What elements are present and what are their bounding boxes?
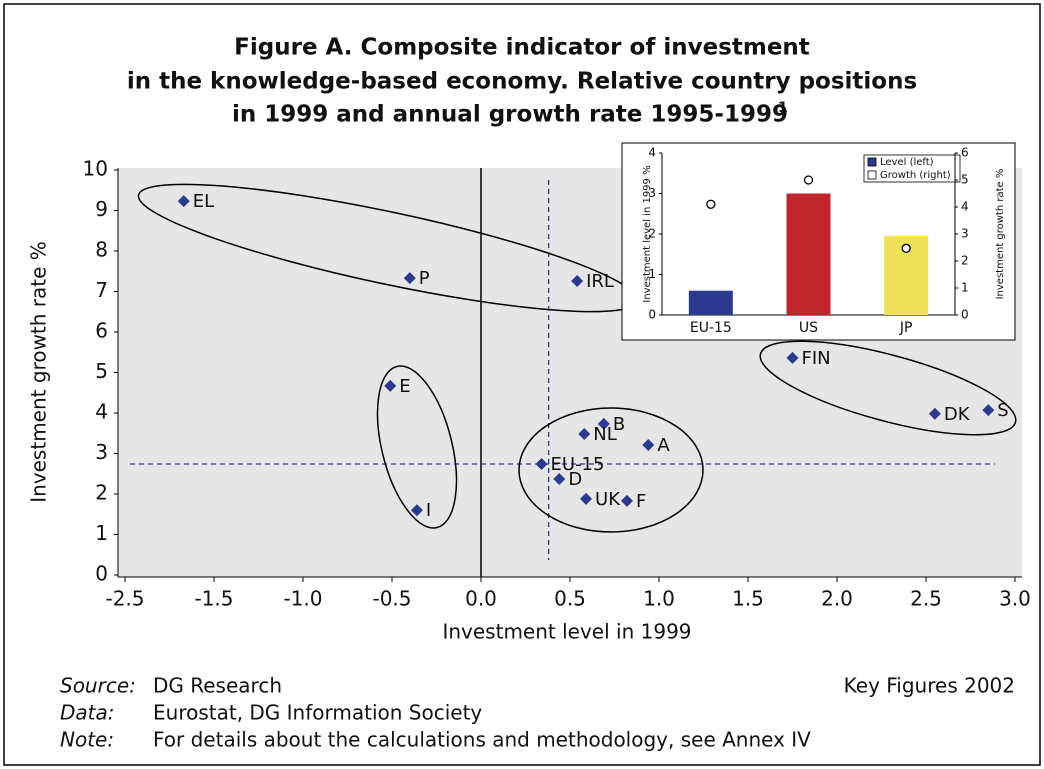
y2-tick-label: 1 <box>961 281 969 295</box>
x-tick-label: 1.5 <box>732 587 764 611</box>
x-tick-label: EU-15 <box>690 320 732 336</box>
y2-tick-label: 5 <box>961 173 969 187</box>
x-tick-label: US <box>799 320 818 336</box>
x-tick-label: JP <box>899 320 913 336</box>
point <box>597 417 610 430</box>
x-tick-label: 0.5 <box>554 587 586 611</box>
y2-axis-label: Investment growth rate % <box>995 169 1006 300</box>
inset-layer: 0 1 2 3 4 0 1 2 3 4 5 6 Investment level in 1999 % In… <box>642 146 1006 337</box>
y-axis-label: Investment level in 1999 % <box>642 165 653 302</box>
group-ellipse <box>759 340 1017 436</box>
y-tick-label: 4 <box>648 146 656 160</box>
y-tick-label: 1 <box>648 267 656 281</box>
point-label: B <box>613 414 625 435</box>
group-ellipse <box>376 365 458 529</box>
y-tick-label: 2 <box>95 481 108 505</box>
point <box>578 428 591 441</box>
point <box>982 404 995 417</box>
group-ellipse <box>518 407 704 533</box>
point-label: EU-15 <box>551 454 605 475</box>
x-tick-label: 3.0 <box>999 587 1031 611</box>
legend-swatch <box>867 170 877 180</box>
y2-tick-label: 3 <box>961 227 969 241</box>
point <box>384 379 397 392</box>
x-tick-label: -0.5 <box>372 587 411 611</box>
legend-frame <box>863 154 961 183</box>
footer-text: For details about the calculations and m… <box>153 728 811 752</box>
y2-tick-label: 4 <box>961 200 969 214</box>
growth-point <box>803 175 814 185</box>
footer-text: Eurostat, DG Information Society <box>153 701 482 725</box>
title-line: in 1999 and annual growth rate 1995-1999 <box>232 102 788 128</box>
legend-label: Growth (right) <box>880 170 951 181</box>
point-label: UK <box>595 489 621 510</box>
x-tick-label: -2.5 <box>105 587 144 611</box>
footer-label: Source: <box>60 674 136 698</box>
point-label: E <box>399 376 410 397</box>
x-tick-label: 2.5 <box>910 587 942 611</box>
point <box>177 195 190 208</box>
x-tick-label: 1.0 <box>643 587 675 611</box>
footer-label: Note: <box>60 728 114 752</box>
title-footnote: 1 <box>778 100 788 116</box>
point-label: DK <box>944 404 971 425</box>
point-label: A <box>657 435 670 456</box>
point-label: FIN <box>802 348 831 369</box>
title-line: Figure A. Composite indicator of investm… <box>234 35 810 61</box>
bar <box>786 193 831 315</box>
point <box>410 504 423 517</box>
y-tick-label: 4 <box>95 400 108 424</box>
x-axis-label: Investment level in 1999 <box>442 620 691 644</box>
y-tick-label: 9 <box>95 197 108 221</box>
point <box>620 494 633 507</box>
point-label: I <box>426 500 431 521</box>
y-tick-label: 10 <box>83 157 108 181</box>
y2-tick-label: 0 <box>961 308 969 322</box>
point-label: D <box>568 469 582 490</box>
point-label: NL <box>593 424 617 445</box>
growth-point <box>901 243 911 253</box>
y-tick-label: 2 <box>648 227 656 241</box>
point <box>553 473 566 486</box>
y-tick-label: 5 <box>95 359 108 383</box>
footer-text: Key Figures 2002 <box>844 674 1015 698</box>
point <box>786 351 799 364</box>
point <box>535 458 548 471</box>
point <box>403 272 416 285</box>
point <box>642 438 655 451</box>
bar <box>688 290 733 315</box>
y-tick-label: 6 <box>95 319 108 343</box>
y-tick-label: 0 <box>648 308 656 322</box>
x-tick-label: 2.0 <box>821 587 853 611</box>
point <box>580 492 593 505</box>
x-tick-label: 0.0 <box>465 587 497 611</box>
point-label: EL <box>193 191 214 212</box>
y-tick-label: 1 <box>95 521 108 545</box>
title-line: in the knowledge-based economy. Relative… <box>127 69 917 95</box>
point-label: P <box>419 268 430 289</box>
y-tick-label: 7 <box>95 278 108 302</box>
y-tick-label: 0 <box>95 562 108 586</box>
y2-tick-label: 6 <box>961 146 969 160</box>
x-tick-label: -1.0 <box>283 587 322 611</box>
y-tick-label: 8 <box>95 238 108 262</box>
footer-text: DG Research <box>153 674 282 698</box>
point-label: F <box>636 491 646 512</box>
footer-label: Data: <box>60 701 115 725</box>
point-label: S <box>997 400 1008 421</box>
point <box>928 407 941 420</box>
point-label: IRL <box>586 271 614 292</box>
legend-label: Level (left) <box>880 157 934 168</box>
y-axis-label: Investment growth rate % <box>27 241 51 503</box>
x-tick-label: -1.5 <box>194 587 233 611</box>
point <box>571 274 584 287</box>
y-tick-label: 3 <box>648 186 656 200</box>
y2-tick-label: 2 <box>961 254 969 268</box>
legend-swatch <box>867 157 877 167</box>
growth-point <box>706 199 716 209</box>
y-tick-label: 3 <box>95 440 108 464</box>
